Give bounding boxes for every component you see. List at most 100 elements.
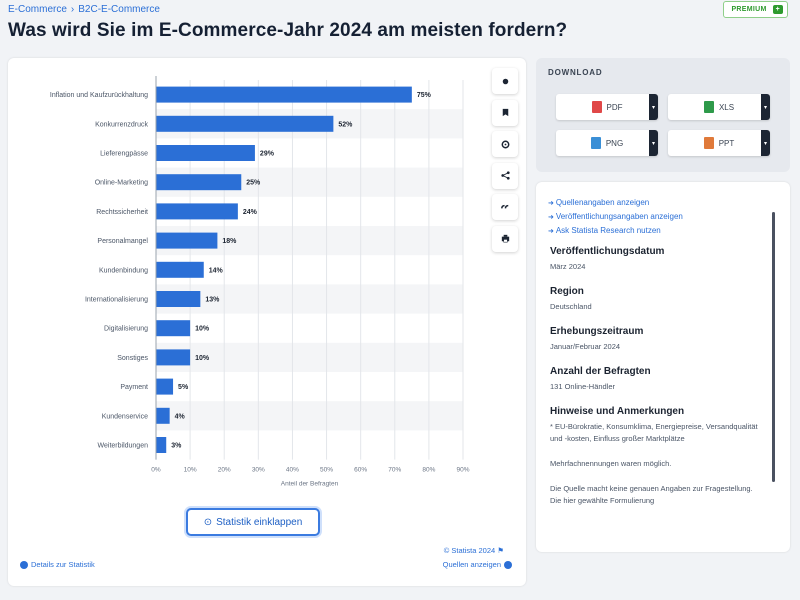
value-label: 29% xyxy=(260,151,275,158)
ask-research-link[interactable]: Ask Statista Research nutzen xyxy=(548,224,683,238)
download-png-label: PNG xyxy=(605,138,624,148)
collapse-statistic-button[interactable]: ⊙ Statistik einklappen xyxy=(186,508,320,536)
survey-period-heading: Erhebungszeitraum xyxy=(550,326,644,337)
bar xyxy=(156,145,255,161)
region-heading: Region xyxy=(550,286,584,297)
xls-file-icon xyxy=(703,101,714,113)
category-label: Digitalisierung xyxy=(104,326,148,333)
bar xyxy=(156,378,174,395)
page-title: Was wird Sie im E-Commerce-Jahr 2024 am … xyxy=(8,20,568,41)
value-label: 14% xyxy=(209,267,224,274)
category-label: Inflation und Kaufzurückhaltung xyxy=(50,92,148,99)
details-link-label: Details zur Statistik xyxy=(31,560,95,569)
show-publication-link[interactable]: Veröffentlichungsangaben anzeigen xyxy=(548,210,683,224)
sources-link-label: Quellen anzeigen xyxy=(442,560,501,569)
details-link[interactable]: Details zur Statistik xyxy=(20,560,95,569)
bar xyxy=(156,203,238,220)
bar xyxy=(156,437,167,453)
publication-date-heading: Veröffentlichungsdatum xyxy=(550,246,665,257)
download-xls-button[interactable]: XLS ▾ xyxy=(668,94,770,120)
notes-multiple-answers: Mehrfachnennungen waren möglich. xyxy=(550,459,672,468)
bar xyxy=(156,115,334,132)
breadcrumb-link-b2c[interactable]: B2C-E-Commerce xyxy=(78,4,160,15)
value-label: 52% xyxy=(338,121,353,128)
settings-button[interactable] xyxy=(492,131,518,157)
survey-period-value: Januar/Februar 2024 xyxy=(550,342,621,351)
row-stripe xyxy=(156,401,463,431)
bar xyxy=(156,86,412,103)
publication-date-value: März 2024 xyxy=(550,262,586,271)
collapse-icon: ⊙ xyxy=(203,516,213,528)
category-label: Kundenservice xyxy=(102,413,148,420)
bookmark-icon xyxy=(502,108,508,117)
value-label: 18% xyxy=(222,238,237,245)
download-xls-label: XLS xyxy=(718,102,735,112)
info-scrollbar-thumb[interactable] xyxy=(772,212,775,482)
x-tick-label: 10% xyxy=(184,467,197,474)
breadcrumb-link-ecommerce[interactable]: E-Commerce xyxy=(8,4,67,15)
value-label: 25% xyxy=(246,180,261,187)
category-label: Sonstiges xyxy=(117,355,148,362)
info-links: Quellenangaben anzeigen Veröffentlichung… xyxy=(548,196,683,238)
chart-toolbar xyxy=(492,68,520,257)
bar xyxy=(156,261,204,278)
copyright-text: © Statista 2024 xyxy=(443,546,496,555)
info-body: Veröffentlichungsdatum März 2024 Region … xyxy=(550,246,764,520)
value-label: 75% xyxy=(417,92,432,99)
chevron-down-icon[interactable]: ▾ xyxy=(649,130,658,156)
ppt-file-icon xyxy=(703,137,714,149)
download-png-button[interactable]: PNG ▾ xyxy=(556,130,658,156)
pdf-file-icon xyxy=(591,101,602,113)
bar xyxy=(156,291,201,307)
value-label: 5% xyxy=(178,384,189,391)
row-stripe xyxy=(156,284,463,314)
collapse-label: Statistik einklappen xyxy=(216,516,303,528)
chevron-down-icon[interactable]: ▾ xyxy=(649,94,658,120)
premium-badge[interactable]: PREMIUM + xyxy=(723,1,788,18)
notes-value: * EU-Bürokratie, Konsumklima, Energiepre… xyxy=(550,422,758,443)
show-sources-link[interactable]: Quellenangaben anzeigen xyxy=(548,196,683,210)
sources-link[interactable]: Quellen anzeigen xyxy=(443,560,512,569)
category-label: Weiterbildungen xyxy=(98,443,149,450)
value-label: 10% xyxy=(195,326,210,333)
x-tick-label: 0% xyxy=(151,467,161,474)
chart-card: 0% 10% 20% 30% 40% 50% 60% 70% 80% 90% Inflation u… xyxy=(8,58,526,586)
category-label: Lieferengpässe xyxy=(100,151,148,158)
copyright-link[interactable]: © Statista 2024 ⚑ xyxy=(444,546,504,555)
premium-label: PREMIUM xyxy=(731,6,767,13)
png-file-icon xyxy=(590,137,601,149)
bookmark-button[interactable] xyxy=(492,99,518,126)
value-label: 10% xyxy=(195,355,210,362)
chevron-down-icon[interactable]: ▾ xyxy=(761,130,770,156)
info-dot-icon xyxy=(20,560,28,569)
share-button[interactable] xyxy=(492,162,518,189)
x-tick-label: 90% xyxy=(456,467,469,474)
respondents-heading: Anzahl der Befragten xyxy=(550,366,651,377)
category-label: Rechtssicherheit xyxy=(96,209,148,216)
respondents-value: 131 Online-Händler xyxy=(550,382,616,391)
bell-icon xyxy=(502,78,508,84)
chevron-down-icon[interactable]: ▾ xyxy=(761,94,770,120)
quote-icon xyxy=(500,204,508,208)
print-button[interactable] xyxy=(492,225,518,252)
category-label: Kundenbindung xyxy=(99,267,148,274)
cite-button[interactable] xyxy=(492,194,518,220)
breadcrumb: E-Commerce › B2C-E-Commerce xyxy=(8,4,160,15)
region-value: Deutschland xyxy=(550,302,592,311)
download-ppt-button[interactable]: PPT ▾ xyxy=(668,130,770,156)
bar xyxy=(156,349,191,366)
notes-heading: Hinweise und Anmerkungen xyxy=(550,406,685,417)
notes-source-remark: Die Quelle macht keine genauen Angaben z… xyxy=(550,484,753,505)
share-icon xyxy=(500,171,510,180)
download-pdf-button[interactable]: PDF ▾ xyxy=(556,94,658,120)
notification-button[interactable] xyxy=(492,68,518,94)
premium-plus-icon: + xyxy=(772,5,783,14)
download-ppt-label: PPT xyxy=(718,138,735,148)
bar-chart: 0% 10% 20% 30% 40% 50% 60% 70% 80% 90% Inflation u… xyxy=(50,76,470,488)
category-label: Online-Marketing xyxy=(95,180,148,187)
info-scrollbar[interactable] xyxy=(772,212,775,482)
x-tick-label: 50% xyxy=(320,467,333,474)
settings-icon xyxy=(501,140,509,148)
download-panel: DOWNLOAD PDF ▾ XLS ▾ PNG ▾ PPT ▾ xyxy=(536,58,790,172)
bar xyxy=(156,407,170,424)
